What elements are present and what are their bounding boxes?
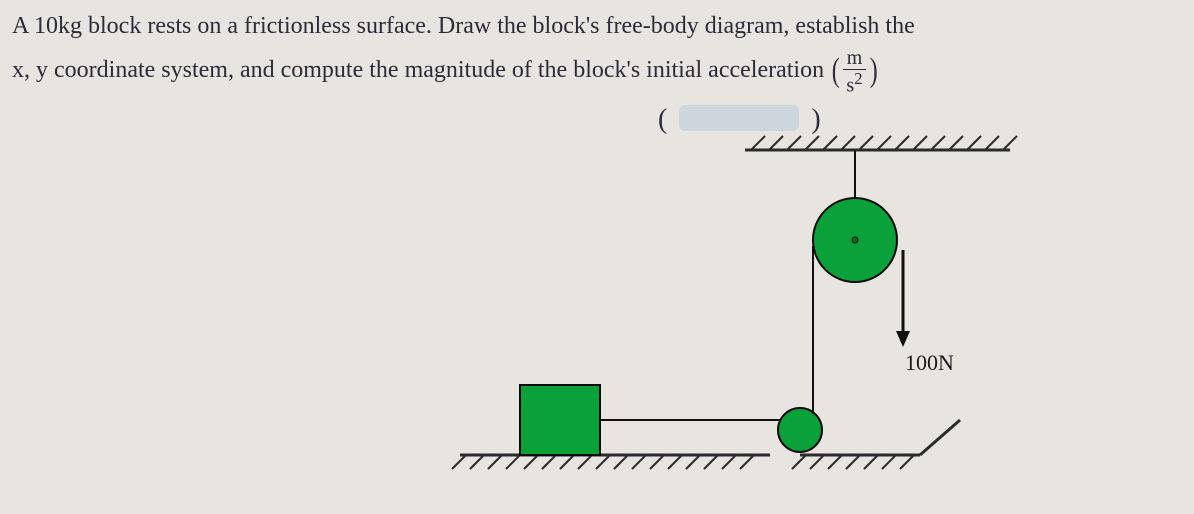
unit-numerator: m bbox=[843, 48, 865, 70]
text-line-1: A 10kg block rests on a frictionless sur… bbox=[12, 13, 915, 39]
diagram-svg bbox=[400, 120, 1100, 500]
unit-paren-left: ( bbox=[832, 45, 840, 98]
text-line-2: x, y coordinate system, and compute the … bbox=[12, 57, 824, 83]
force-label: 100N bbox=[905, 350, 954, 376]
unit-paren-right: ) bbox=[869, 45, 877, 98]
unit-fraction: m s2 bbox=[843, 48, 865, 96]
physics-diagram: 100N bbox=[400, 120, 1100, 500]
unit-denominator: s2 bbox=[843, 70, 865, 96]
